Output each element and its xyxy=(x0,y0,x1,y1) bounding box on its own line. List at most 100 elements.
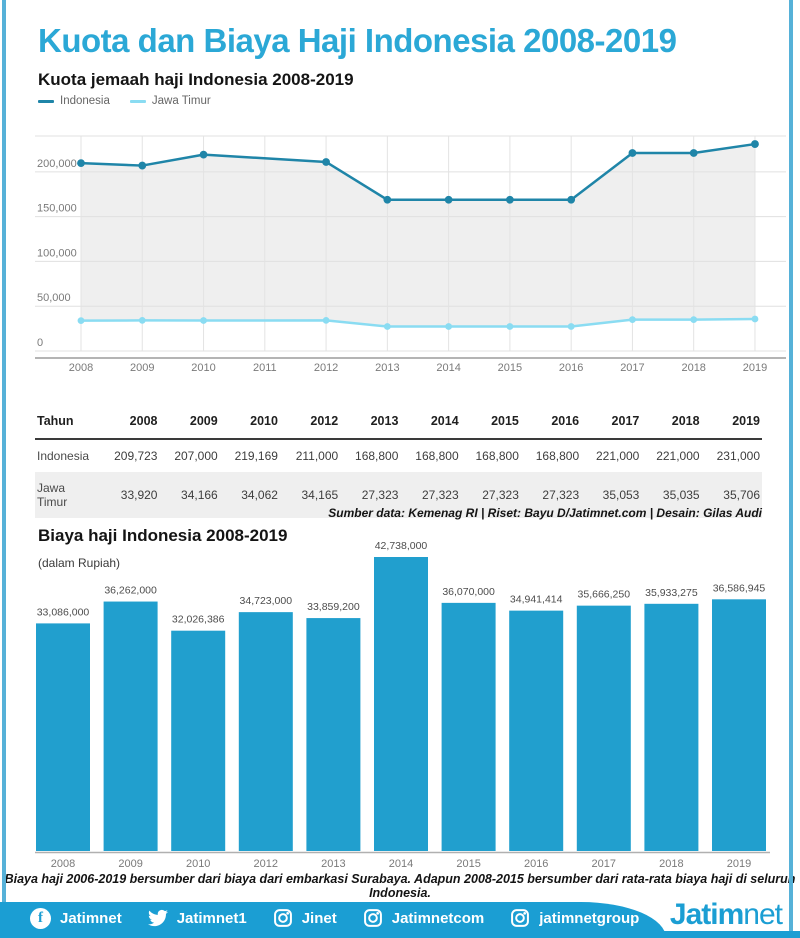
point-jawa-timur-2019 xyxy=(751,315,759,323)
social-handle: Jinet xyxy=(301,909,337,927)
instagram-icon xyxy=(510,908,530,928)
logo-bold-part: Jatim xyxy=(669,898,744,931)
bar-2017 xyxy=(576,605,631,851)
table-cell: 211,000 xyxy=(295,449,339,463)
bar-value-label: 42,738,000 xyxy=(375,540,428,552)
table-header-cell: 2016 xyxy=(520,404,582,440)
table-header-row: Tahun 2008 2009 2010 2012 2013 2014 2015 2016 201… xyxy=(35,404,762,440)
quota-table: Tahun 2008 2009 2010 2012 2013 2014 2015 2016 201… xyxy=(35,404,762,518)
table-cell: 27,323 xyxy=(482,488,519,502)
legend-item-indonesia[interactable]: Indonesia xyxy=(38,95,110,107)
bar-2009 xyxy=(103,601,158,851)
bar-value-label: 34,723,000 xyxy=(240,595,293,607)
bar-2019 xyxy=(712,599,766,851)
y-tick-label: 0 xyxy=(37,337,43,349)
table-header-cell: 2012 xyxy=(279,404,341,440)
table-cell: 219,169 xyxy=(234,449,278,463)
point-jawa-timur-2008 xyxy=(77,317,85,325)
right-border xyxy=(789,0,793,938)
bar-value-label: 35,933,275 xyxy=(645,587,698,599)
bar-2012 xyxy=(238,612,293,851)
x-tick-label: 2015 xyxy=(498,362,522,374)
point-jawa-timur-2010 xyxy=(200,317,207,324)
point-indonesia-2015 xyxy=(505,195,514,204)
table-cell: 33,920 xyxy=(120,488,158,502)
instagram-icon xyxy=(363,908,383,928)
table-cell: 168,800 xyxy=(535,449,580,463)
point-indonesia-2009 xyxy=(138,161,147,170)
bar-2014 xyxy=(374,557,428,851)
point-indonesia-2014 xyxy=(444,195,453,204)
table-cell: 34,166 xyxy=(181,488,218,502)
x-tick-label: 2008 xyxy=(51,858,75,870)
table-cell: 27,323 xyxy=(421,488,459,502)
footnote: Biaya haji 2006-2019 bersumber dari biay… xyxy=(4,872,796,900)
x-tick-label: 2018 xyxy=(659,858,683,870)
x-tick-label: 2009 xyxy=(130,362,154,374)
x-tick-label: 2016 xyxy=(559,362,583,374)
table-cell: 168,800 xyxy=(355,449,399,463)
bar-value-label: 35,666,250 xyxy=(578,589,631,601)
bar-value-label: 33,086,000 xyxy=(37,606,90,618)
social-item-jinet[interactable]: Jinet xyxy=(273,908,337,928)
bar-value-label: 36,262,000 xyxy=(104,585,157,597)
table-cell: 34,165 xyxy=(301,488,339,502)
x-tick-label: 2019 xyxy=(727,858,751,870)
bar-value-label: 33,859,200 xyxy=(307,601,360,613)
bar-2018 xyxy=(644,603,699,851)
table-row-indonesia: Indonesia 209,723 207,000 219,169 211,000 168… xyxy=(35,439,762,472)
table-header-cell: 2010 xyxy=(219,404,280,440)
x-tick-label: 2013 xyxy=(375,362,399,374)
y-tick-label: 50,000 xyxy=(37,292,71,304)
table-header-cell: 2017 xyxy=(581,404,642,440)
x-tick-label: 2009 xyxy=(118,858,142,870)
point-jawa-timur-2015 xyxy=(506,323,514,330)
table-cell: 34,062 xyxy=(241,488,278,502)
social-handle: jatimnetgroup xyxy=(539,909,640,927)
social-item-jatimnet[interactable]: f Jatimnet xyxy=(30,907,122,929)
point-jawa-timur-2017 xyxy=(629,316,636,323)
point-indonesia-2008 xyxy=(77,159,85,168)
table-cell: 35,035 xyxy=(662,488,700,502)
quota-line-chart: 0 50,000 100,000 150,000 200,000 2008 2009 2010… xyxy=(0,118,800,380)
point-jawa-timur-2009 xyxy=(138,316,146,324)
legend-label: Jawa Timur xyxy=(151,95,211,107)
table-cell: 231,000 xyxy=(716,449,760,463)
social-handle: Jatimnetcom xyxy=(391,909,485,927)
row-label: Jawa Timur xyxy=(37,481,68,509)
point-indonesia-2017 xyxy=(628,149,637,157)
social-item-jatimnet1[interactable]: Jatimnet1 xyxy=(147,908,247,928)
bar-2010 xyxy=(171,630,226,851)
area-fill xyxy=(81,144,755,327)
social-handle: Jatimnet xyxy=(60,909,122,927)
table-cell: 168,800 xyxy=(415,449,459,463)
table-row-jawa-timur: Jawa Timur 33,920 34,166 34,062 34,165 27,323… xyxy=(35,472,762,518)
x-tick-label: 2014 xyxy=(389,858,413,870)
table-header-cell: 2015 xyxy=(460,404,521,440)
x-tick-label: 2017 xyxy=(620,362,644,374)
table-header-cell: 2014 xyxy=(400,404,461,440)
point-indonesia-2013 xyxy=(383,195,392,204)
bar-2016 xyxy=(509,610,564,851)
point-indonesia-2019 xyxy=(751,140,759,148)
cost-bar-chart: 33,086,000 36,262,000 32,026,386 34,723,000… xyxy=(0,540,800,878)
y-tick-label: 200,000 xyxy=(37,158,77,170)
source-credit: Sumber data: Kemenag RI | Riset: Bayu D/… xyxy=(328,506,762,520)
point-indonesia-2016 xyxy=(567,195,576,204)
social-links: f Jatimnet Jatimnet1 Jinet Jatimnetcom jatimn… xyxy=(30,902,639,934)
table-cell: 221,000 xyxy=(595,449,640,463)
table-cell: 168,800 xyxy=(475,449,519,463)
table-cell: 207,000 xyxy=(174,449,218,463)
x-tick-label: 2019 xyxy=(743,362,767,374)
table-cell: 27,323 xyxy=(361,488,399,502)
table-cell: 221,000 xyxy=(656,449,700,463)
footer-bar xyxy=(0,902,666,938)
social-item-jatimnetgroup[interactable]: jatimnetgroup xyxy=(510,908,639,928)
social-item-jatimnetcom[interactable]: Jatimnetcom xyxy=(363,908,485,928)
table-header-cell: 2009 xyxy=(159,404,220,440)
bar-value-label: 34,941,414 xyxy=(510,594,563,606)
point-jawa-timur-2016 xyxy=(567,323,575,330)
legend-item-jawa-timur[interactable]: Jawa Timur xyxy=(129,95,211,107)
bar-value-label: 36,070,000 xyxy=(442,586,495,598)
point-indonesia-2012 xyxy=(322,158,330,166)
